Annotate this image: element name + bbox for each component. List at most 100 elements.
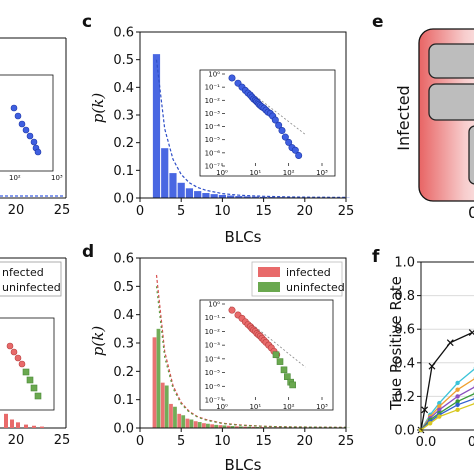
- inset-frame: [199, 69, 336, 177]
- inset-frame: [0, 317, 55, 411]
- inset-x-tick-label: 10¹: [249, 169, 261, 177]
- roc-marker: [455, 394, 460, 399]
- inset-point: [18, 360, 26, 368]
- inset-y-tick-label: 10⁻⁶: [205, 149, 221, 157]
- inset-x-tick-label: 10³: [51, 174, 63, 182]
- bar: [238, 426, 243, 428]
- inset-point: [26, 376, 34, 384]
- legend-box: [0, 261, 62, 297]
- y-tick-label: 1.0: [394, 256, 415, 271]
- y-tick-label: 0.1: [113, 164, 134, 179]
- bar: [40, 426, 44, 428]
- plot-frame: [139, 31, 347, 199]
- bar: [160, 382, 165, 428]
- y-axis-label: p(k): [89, 326, 107, 357]
- bar: [32, 425, 36, 428]
- bar: [243, 196, 251, 198]
- inset-point: [34, 392, 42, 400]
- inset-point: [276, 358, 284, 365]
- x-tick-label: 20: [297, 434, 314, 449]
- inset-point: [289, 381, 296, 389]
- x-axis-label: BLCs: [225, 228, 262, 246]
- fit-line: [155, 59, 347, 198]
- x-tick-label: 20: [8, 203, 25, 218]
- cell-box: [428, 83, 474, 121]
- x-axis-label: BLCs: [225, 456, 262, 474]
- inset-points: [10, 104, 42, 156]
- inset-point: [14, 354, 22, 362]
- y-tick-label: 0.3: [113, 337, 134, 352]
- inset-frame: [199, 299, 334, 411]
- inset-x-tick-label: 10⁰: [216, 403, 228, 411]
- inset-y-tick-label: 10⁻²: [205, 328, 221, 336]
- inset-point: [284, 373, 291, 380]
- bar: [218, 194, 226, 198]
- inset-y-tick-label: 10⁻³: [205, 110, 221, 118]
- inset-point: [228, 74, 236, 82]
- roc-marker: [437, 404, 442, 409]
- x-tick-label: 5: [177, 204, 185, 219]
- x-tick-label: 10: [214, 434, 231, 449]
- inset-x-tick-label: 10²: [283, 403, 295, 411]
- bar: [202, 193, 210, 198]
- y-tick-label: 0.4: [113, 308, 134, 323]
- inset-point: [275, 121, 283, 129]
- y-tick-label: 0.2: [394, 390, 415, 405]
- x-ticks: 0 5 10 15 20 25: [136, 428, 354, 449]
- inset-point: [18, 120, 26, 128]
- fit-line-uninfected: [155, 286, 347, 428]
- bar: [251, 426, 256, 428]
- y-tick-label: 0.0: [113, 422, 134, 437]
- legend-swatch-infected: [258, 267, 280, 277]
- inset-y-tick-label: 10⁻⁶: [205, 383, 221, 391]
- plot-frame: [139, 257, 347, 429]
- bar: [197, 422, 202, 428]
- bar: [152, 54, 161, 199]
- legend-label-infected: nfected: [2, 266, 44, 279]
- inset-point: [14, 112, 22, 120]
- inset-point: [278, 127, 286, 135]
- panel-e: e Infected 0: [372, 12, 474, 222]
- x-tick-label: 15: [255, 204, 272, 219]
- inset-x-tick-label: 10³: [316, 169, 328, 177]
- y-ticks: 0.0 0.2 0.4 0.6 0.8 1.0: [394, 256, 421, 439]
- legend-label-infected: infected: [286, 266, 331, 279]
- bar: [161, 148, 169, 198]
- inset-x-tick-label: 10¹: [249, 403, 261, 411]
- x-tick-label: 20: [297, 204, 314, 219]
- roc-marker: [421, 406, 429, 414]
- inset-point: [280, 366, 288, 374]
- bar: [169, 403, 173, 428]
- bar: [227, 195, 235, 198]
- inset-point: [272, 351, 280, 359]
- roc-marker: [455, 407, 460, 413]
- x-tick-label: 25: [338, 434, 355, 449]
- roc-series: [417, 329, 474, 434]
- y-tick-label: 0.6: [113, 26, 134, 41]
- x-tick-label: 20: [8, 433, 25, 448]
- roc-marker: [437, 407, 442, 413]
- x-tick-label: 10: [214, 204, 231, 219]
- y-tick-label: 0.2: [113, 136, 134, 151]
- panel-label: f: [372, 247, 380, 267]
- roc-marker: [455, 387, 460, 392]
- x-tick-label: 0.0: [416, 435, 437, 450]
- row-label: Infected: [394, 85, 413, 150]
- inset-point: [291, 146, 299, 154]
- inset-y-tick-label: 10⁻⁵: [205, 136, 221, 144]
- inset-y-tick-label: 10⁻⁷: [205, 163, 221, 171]
- roc-marker: [446, 339, 454, 347]
- panel-label: c: [82, 12, 92, 32]
- inset-point: [30, 384, 38, 392]
- y-ticks: 0.0 0.1 0.2 0.3 0.4 0.5 0.6: [113, 26, 140, 207]
- bar: [206, 423, 210, 428]
- y-tick-label: 0.4: [113, 81, 134, 96]
- y-tick-label: 0.6: [113, 252, 134, 267]
- roc-marker: [468, 329, 474, 336]
- bar: [222, 425, 227, 428]
- y-tick-label: 0.2: [113, 365, 134, 380]
- inset-point: [22, 126, 30, 134]
- inset-point: [271, 116, 279, 124]
- y-tick-label: 0.5: [113, 53, 134, 68]
